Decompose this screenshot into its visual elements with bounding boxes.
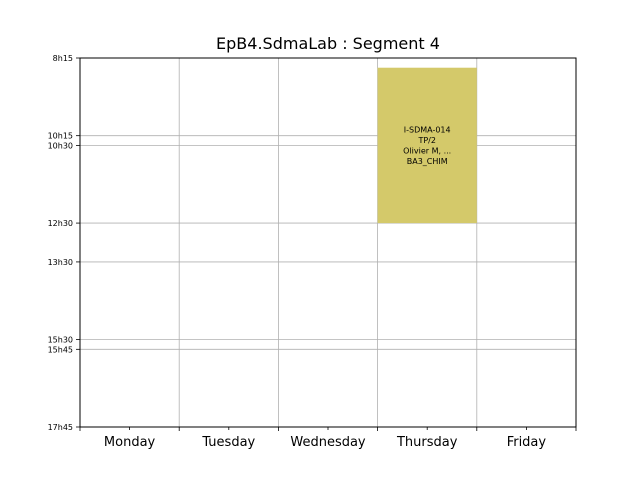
event-text-line: I-SDMA-014: [404, 126, 451, 135]
day-label: Friday: [507, 435, 547, 450]
event-text-line: TP/2: [417, 136, 436, 145]
y-tick-label: 17h45: [48, 423, 73, 432]
day-label: Tuesday: [201, 435, 255, 450]
y-tick-label: 12h30: [48, 219, 73, 228]
y-tick-label: 13h30: [48, 258, 73, 267]
plot-frame: [79, 57, 577, 428]
y-tick-label: 10h30: [48, 141, 73, 150]
day-label: Wednesday: [290, 435, 366, 450]
event-text-line: BA3_CHIM: [407, 157, 448, 166]
day-label: Monday: [104, 435, 156, 450]
y-tick-label: 15h45: [48, 345, 73, 354]
y-tick-label: 10h15: [48, 132, 73, 141]
chart-title: EpB4.SdmaLab : Segment 4: [216, 34, 440, 53]
event-text-line: Olivier M, ...: [403, 147, 451, 156]
event-block[interactable]: [377, 67, 477, 224]
y-tick-label: 15h30: [48, 336, 73, 345]
day-label: Thursday: [396, 435, 458, 450]
y-tick-label: 8h15: [53, 54, 73, 63]
grid-lines: [80, 57, 576, 428]
